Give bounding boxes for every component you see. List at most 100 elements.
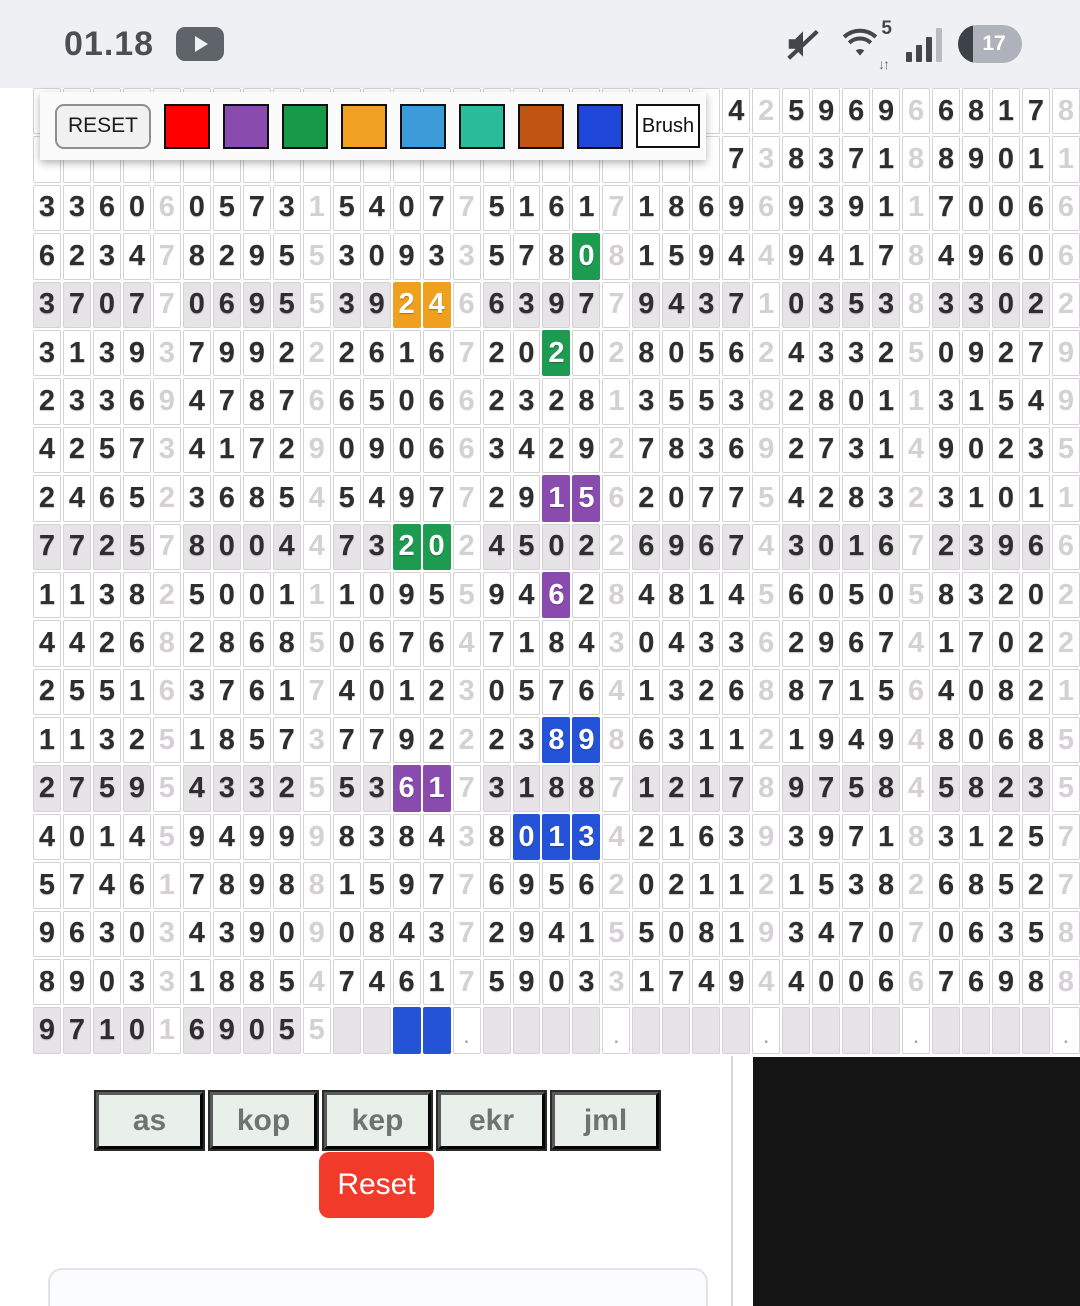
grid-cell[interactable]: 1 [992,88,1020,135]
grid-cell[interactable]: 6 [302,378,331,425]
grid-cell[interactable]: 2 [92,523,121,570]
grid-cell[interactable]: 4 [572,620,601,667]
grid-cell[interactable]: 7 [902,523,931,570]
grid-cell[interactable]: 9 [302,813,331,861]
grid-cell[interactable]: 6 [902,959,931,1006]
grid-cell[interactable]: 6 [362,329,391,377]
grid-cell[interactable]: 6 [572,668,601,716]
grid-cell[interactable]: 8 [122,571,151,619]
grid-cell[interactable]: 8 [482,813,511,861]
grid-cell[interactable]: 4 [1021,378,1050,425]
grid-cell[interactable]: 1 [1051,136,1080,183]
grid-cell[interactable]: 8 [242,378,271,425]
grid-cell[interactable]: 5 [662,233,691,280]
grid-cell[interactable] [1021,1007,1050,1054]
grid-cell[interactable]: 6 [122,862,151,909]
grid-cell[interactable]: 6 [362,620,391,667]
grid-cell[interactable]: 4 [92,862,121,909]
grid-cell[interactable]: 7 [482,620,511,667]
grid-cell[interactable]: 2 [632,475,661,522]
grid-cell[interactable]: 9 [752,813,781,861]
grid-cell[interactable]: 4 [122,813,151,861]
grid-cell[interactable]: 8 [872,765,901,812]
grid-cell[interactable]: 6 [992,233,1020,280]
grid-cell[interactable]: 8 [782,136,811,183]
grid-cell[interactable]: 2 [1051,281,1080,328]
grid-cell[interactable]: 0 [512,813,541,861]
grid-cell[interactable]: 7 [572,281,601,328]
grid-cell[interactable]: 1 [182,717,211,764]
grid-cell[interactable]: 2 [542,426,571,474]
grid-cell[interactable]: 3 [602,620,631,667]
grid-cell[interactable]: 3 [452,233,481,280]
grid-cell[interactable]: 8 [1051,959,1080,1006]
grid-cell[interactable]: . [452,1007,481,1054]
grid-cell[interactable]: 5 [332,475,361,522]
grid-cell[interactable]: 1 [92,813,121,861]
grid-cell[interactable]: 2 [902,475,931,522]
grid-cell[interactable]: 2 [452,717,481,764]
grid-cell[interactable]: 6 [722,329,751,377]
grid-cell[interactable] [542,1007,571,1054]
grid-cell[interactable]: 9 [152,378,181,425]
grid-cell[interactable]: 2 [782,426,811,474]
grid-cell[interactable]: 9 [212,1007,241,1054]
grid-cell[interactable]: 7 [332,717,361,764]
grid-cell[interactable]: 6 [422,378,451,425]
grid-cell[interactable]: 2 [122,717,151,764]
grid-cell[interactable]: 1 [872,378,901,425]
grid-cell[interactable] [632,1007,661,1054]
grid-cell[interactable]: 5 [692,378,721,425]
grid-cell[interactable]: 7 [962,620,990,667]
grid-cell[interactable]: 9 [962,136,990,183]
grid-cell[interactable]: 0 [392,184,421,232]
grid-cell[interactable]: 2 [272,329,301,377]
orange-swatch[interactable] [341,103,387,149]
grid-cell[interactable]: 3 [362,813,391,861]
grid-cell[interactable]: 6 [392,765,421,812]
grid-cell[interactable]: 1 [962,475,990,522]
grid-cell[interactable]: 4 [722,233,751,280]
grid-cell[interactable]: 3 [152,910,181,958]
grid-cell[interactable]: 9 [722,184,751,232]
grid-cell[interactable]: 0 [242,523,271,570]
grid-cell[interactable]: 8 [962,862,990,909]
grid-cell[interactable]: 0 [662,910,691,958]
grid-cell[interactable]: 1 [392,668,421,716]
grid-cell[interactable]: 1 [572,184,601,232]
grid-cell[interactable]: 4 [632,571,661,619]
grid-cell[interactable]: 7 [62,765,91,812]
grid-cell[interactable]: 9 [392,233,421,280]
grid-cell[interactable]: 2 [752,862,781,909]
grid-cell[interactable]: 2 [392,281,421,328]
grid-cell[interactable]: 7 [452,959,481,1006]
grid-cell[interactable]: 7 [332,523,361,570]
grid-cell[interactable]: 9 [1051,329,1080,377]
grid-cell[interactable]: 5 [1051,765,1080,812]
grid-cell[interactable]: 8 [272,862,301,909]
grid-cell[interactable]: 3 [92,717,121,764]
grid-cell[interactable]: 0 [842,378,871,425]
grid-cell[interactable]: 1 [692,717,721,764]
grid-cell[interactable]: 1 [962,813,990,861]
grid-cell[interactable]: 3 [92,571,121,619]
grid-cell[interactable]: 2 [482,329,511,377]
grid-cell[interactable]: 3 [692,426,721,474]
grid-cell[interactable]: 5 [842,765,871,812]
grid-cell[interactable]: 8 [362,910,391,958]
grid-cell[interactable]: 6 [902,88,931,135]
grid-cell[interactable]: 4 [122,233,151,280]
grid-cell[interactable]: 6 [92,475,121,522]
grid-cell[interactable]: 0 [992,136,1020,183]
grid-cell[interactable]: 1 [1021,475,1050,522]
grid-cell[interactable]: 2 [33,668,61,716]
grid-cell[interactable]: 8 [1051,910,1080,958]
grid-cell[interactable]: 0 [962,717,990,764]
grid-cell[interactable]: 0 [122,910,151,958]
grid-cell[interactable]: 9 [272,813,301,861]
grid-cell[interactable]: 9 [842,184,871,232]
grid-cell[interactable]: 3 [182,668,211,716]
grid-cell[interactable]: 8 [842,475,871,522]
grid-cell[interactable]: 7 [272,717,301,764]
grid-cell[interactable]: 1 [632,765,661,812]
